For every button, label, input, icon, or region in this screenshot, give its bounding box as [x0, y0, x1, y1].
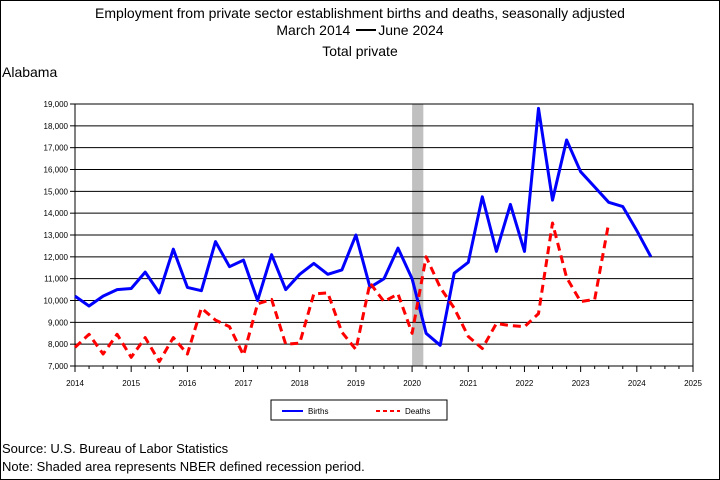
- x-tick-label: 2014: [66, 379, 84, 388]
- x-tick-label: 2018: [291, 379, 309, 388]
- x-tick-label: 2015: [122, 379, 140, 388]
- chart-title: Employment from private sector establish…: [95, 5, 625, 21]
- legend-box: [270, 399, 448, 421]
- y-tick-label: 10,000: [44, 297, 69, 306]
- recession-note: Note: Shaded area represents NBER define…: [2, 459, 365, 474]
- deaths-line: [73, 221, 611, 364]
- period-dash: [356, 28, 377, 31]
- legend-deaths-label: Deaths: [405, 407, 430, 416]
- y-tick-label: 13,000: [44, 231, 69, 240]
- y-tick-label: 11,000: [44, 275, 68, 284]
- births-line: [74, 106, 653, 347]
- state-label: Alabama: [2, 64, 58, 80]
- y-tick-label: 19,000: [44, 100, 69, 109]
- period-start: March 2014: [276, 22, 351, 38]
- x-tick-label: 2025: [684, 379, 702, 388]
- legend-births-label: Births: [308, 407, 328, 416]
- y-tick-label: 16,000: [44, 166, 69, 175]
- y-tick-label: 18,000: [44, 122, 69, 131]
- y-tick-label: 14,000: [44, 209, 69, 218]
- y-tick-label: 15,000: [44, 187, 69, 196]
- y-tick-label: 7,000: [48, 362, 69, 371]
- period-end: June 2024: [378, 22, 444, 38]
- x-tick-label: 2016: [178, 379, 196, 388]
- x-tick-label: 2019: [347, 379, 365, 388]
- x-tick-label: 2020: [403, 379, 421, 388]
- y-tick-label: 17,000: [44, 144, 69, 153]
- chart-subtitle-industry: Total private: [322, 43, 398, 59]
- x-tick-label: 2022: [516, 379, 534, 388]
- chart-subtitle-period: March 2014 June 2024: [0, 22, 720, 39]
- y-tick-label: 12,000: [44, 253, 69, 262]
- x-tick-label: 2021: [459, 379, 477, 388]
- y-tick-label: 8,000: [48, 340, 69, 349]
- y-tick-label: 9,000: [48, 318, 69, 327]
- x-tick-label: 2023: [572, 379, 590, 388]
- source-note: Source: U.S. Bureau of Labor Statistics: [2, 441, 229, 456]
- x-tick-label: 2024: [628, 379, 646, 388]
- x-tick-label: 2017: [235, 379, 253, 388]
